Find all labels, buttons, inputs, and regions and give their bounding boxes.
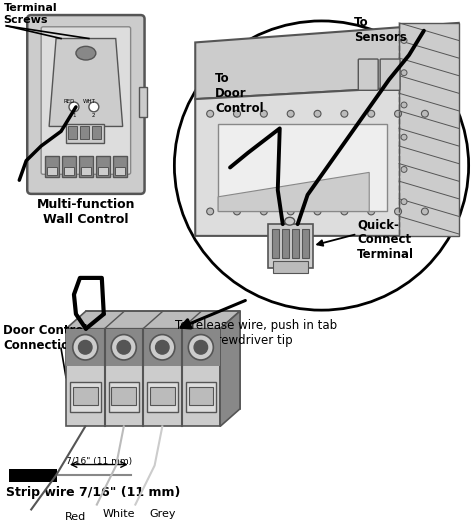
Ellipse shape — [150, 335, 175, 360]
Bar — [66, 329, 220, 366]
Polygon shape — [86, 311, 240, 409]
Circle shape — [69, 102, 79, 112]
FancyBboxPatch shape — [380, 59, 400, 90]
Polygon shape — [220, 311, 240, 427]
FancyBboxPatch shape — [27, 15, 145, 194]
Text: Grey: Grey — [149, 509, 175, 519]
Polygon shape — [195, 84, 459, 236]
Ellipse shape — [79, 341, 92, 354]
Circle shape — [207, 208, 214, 215]
Polygon shape — [66, 311, 240, 329]
Circle shape — [401, 102, 407, 108]
Ellipse shape — [285, 217, 295, 225]
Polygon shape — [49, 39, 123, 126]
Circle shape — [394, 111, 401, 117]
Ellipse shape — [111, 335, 137, 360]
Circle shape — [207, 111, 214, 117]
Circle shape — [401, 134, 407, 140]
Text: Terminal
Screws: Terminal Screws — [3, 3, 57, 25]
Text: Quick-
Connect
Terminal: Quick- Connect Terminal — [357, 219, 414, 261]
Text: Strip wire 7/16" (11 mm): Strip wire 7/16" (11 mm) — [6, 486, 181, 499]
Text: White: White — [102, 509, 135, 519]
Polygon shape — [218, 172, 369, 212]
Bar — [218, 124, 387, 212]
Bar — [113, 156, 127, 177]
Bar — [64, 168, 74, 176]
Circle shape — [401, 70, 407, 75]
Bar — [9, 470, 57, 482]
Circle shape — [341, 208, 348, 215]
Circle shape — [394, 208, 401, 215]
Text: 7/16" (11 mm): 7/16" (11 mm) — [66, 457, 132, 466]
Bar — [185, 383, 216, 412]
Circle shape — [287, 208, 294, 215]
Bar — [115, 168, 125, 176]
Circle shape — [341, 111, 348, 117]
Bar — [399, 23, 459, 236]
Circle shape — [368, 111, 374, 117]
Circle shape — [234, 208, 240, 215]
Text: Red: Red — [65, 512, 87, 522]
Circle shape — [174, 21, 469, 310]
Bar — [92, 126, 101, 139]
Bar — [98, 168, 108, 176]
Bar — [68, 126, 77, 139]
FancyBboxPatch shape — [358, 59, 378, 90]
Circle shape — [314, 111, 321, 117]
Bar — [96, 156, 110, 177]
Polygon shape — [195, 23, 459, 99]
Ellipse shape — [194, 341, 208, 354]
Ellipse shape — [76, 46, 96, 60]
Bar — [189, 387, 213, 405]
Circle shape — [287, 111, 294, 117]
Bar — [66, 124, 104, 143]
Text: To release wire, push in tab
with screwdriver tip: To release wire, push in tab with screwd… — [175, 319, 337, 347]
Circle shape — [234, 111, 240, 117]
Bar — [272, 229, 279, 258]
Bar — [47, 168, 57, 176]
Circle shape — [368, 208, 374, 215]
Bar — [292, 229, 299, 258]
Bar — [282, 229, 289, 258]
Circle shape — [260, 208, 267, 215]
Bar — [70, 383, 100, 412]
Ellipse shape — [73, 335, 98, 360]
Ellipse shape — [188, 335, 213, 360]
Text: Door Control
Connections: Door Control Connections — [3, 324, 88, 352]
Bar — [79, 156, 93, 177]
Bar — [62, 156, 76, 177]
Bar — [147, 383, 178, 412]
Text: Multi-function
Wall Control: Multi-function Wall Control — [36, 198, 135, 226]
Circle shape — [401, 38, 407, 43]
Text: To
Sensors: To Sensors — [354, 16, 407, 44]
Circle shape — [260, 111, 267, 117]
FancyBboxPatch shape — [41, 27, 131, 174]
Ellipse shape — [117, 341, 130, 354]
Circle shape — [421, 208, 428, 215]
Bar — [80, 126, 89, 139]
Text: RED: RED — [64, 99, 75, 104]
Bar — [73, 387, 98, 405]
Circle shape — [421, 111, 428, 117]
Bar — [109, 383, 139, 412]
Bar — [138, 88, 146, 117]
Circle shape — [314, 208, 321, 215]
Bar — [45, 156, 59, 177]
Ellipse shape — [155, 341, 169, 354]
Bar — [301, 229, 309, 258]
Bar — [66, 329, 220, 427]
Text: WHT: WHT — [82, 99, 95, 104]
Text: 2: 2 — [92, 113, 96, 118]
Bar — [268, 224, 312, 268]
Circle shape — [401, 167, 407, 172]
Bar — [150, 387, 174, 405]
Bar — [81, 168, 91, 176]
Circle shape — [401, 199, 407, 205]
Bar — [273, 261, 308, 273]
Text: To
Door
Control: To Door Control — [215, 72, 264, 115]
Text: 1: 1 — [72, 113, 76, 118]
Bar — [111, 387, 136, 405]
Circle shape — [89, 102, 99, 112]
